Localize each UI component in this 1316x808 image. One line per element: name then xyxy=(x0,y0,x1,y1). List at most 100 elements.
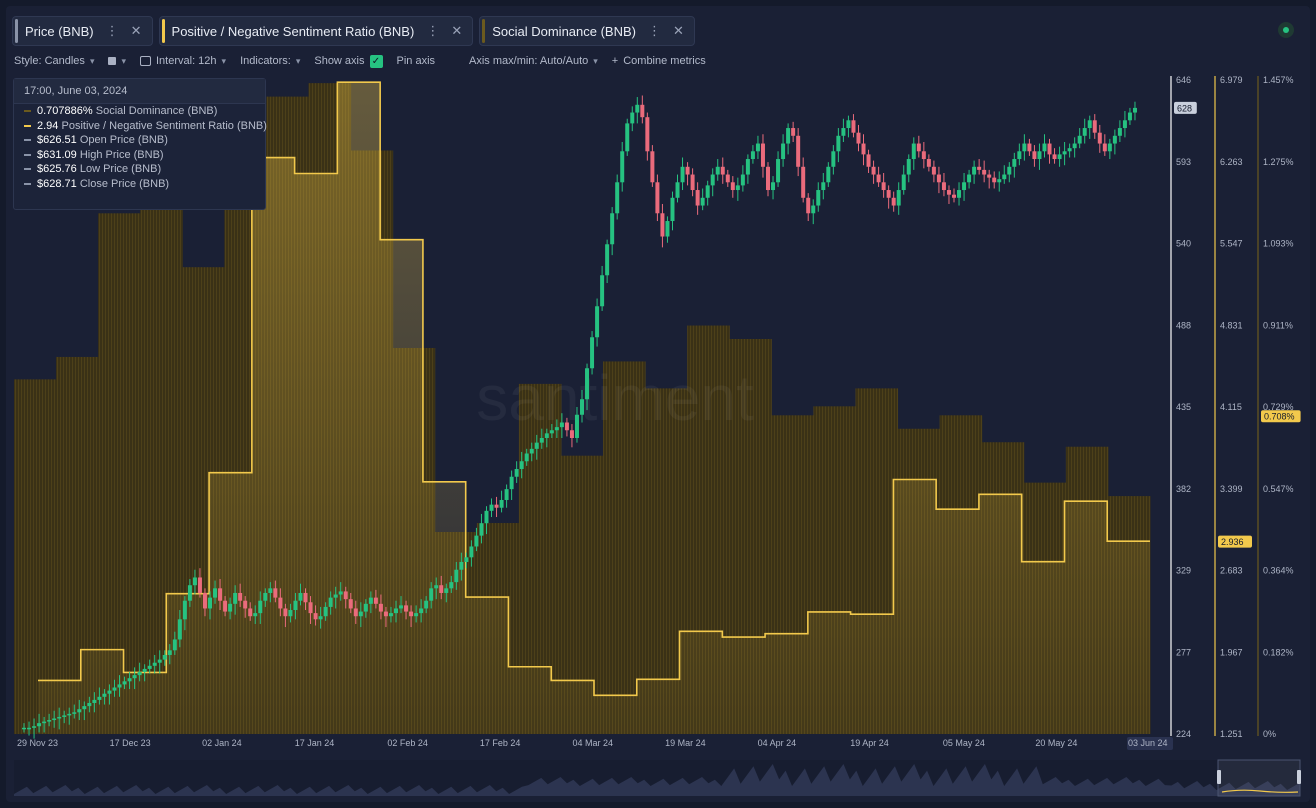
candle-body xyxy=(715,166,720,175)
candle-body xyxy=(1132,107,1137,113)
candle-body xyxy=(202,592,207,609)
combine-label: Combine metrics xyxy=(623,55,706,67)
x-tick-label: 02 Feb 24 xyxy=(387,738,428,748)
tooltip-row: 2.94 Positive / Negative Sentiment Ratio… xyxy=(14,119,267,134)
hover-tooltip: 17:00, June 03, 2024 0.707886% Social Do… xyxy=(13,78,267,210)
candle-body xyxy=(585,368,590,400)
x-tick-label: 29 Nov 23 xyxy=(17,738,58,748)
candle-body xyxy=(866,154,871,167)
navigator-handle-right xyxy=(1297,770,1301,784)
candle-body xyxy=(811,205,816,214)
candle-body xyxy=(177,619,182,640)
candle-body xyxy=(931,166,936,175)
close-icon[interactable]: ✕ xyxy=(451,23,463,38)
candle-body xyxy=(776,159,781,183)
candle-body xyxy=(600,275,605,307)
tab-sentiment[interactable]: Positive / Negative Sentiment Ratio (BNB… xyxy=(158,16,474,46)
style-dropdown[interactable]: Style: Candles ▾ xyxy=(14,55,94,67)
interval-dropdown[interactable]: Interval: 12h ▾ xyxy=(140,55,226,67)
candle-body xyxy=(846,120,851,129)
candle-body xyxy=(464,557,469,562)
close-icon[interactable]: ✕ xyxy=(130,23,142,38)
candle-body xyxy=(373,597,378,604)
candle-body xyxy=(675,182,680,198)
candle-body xyxy=(831,151,836,167)
color-dropdown[interactable]: ▾ xyxy=(108,56,126,67)
candle-body xyxy=(62,715,67,717)
candle-body xyxy=(911,143,916,160)
dominance-tick-label: 1.093% xyxy=(1263,239,1294,249)
candle-body xyxy=(720,166,725,175)
metric-tabs: Price (BNB) ⋮ ✕ Positive / Negative Sent… xyxy=(12,16,695,46)
candle-body xyxy=(338,591,343,595)
candle-body xyxy=(685,166,690,175)
navigator[interactable] xyxy=(14,759,1301,797)
series-marker xyxy=(24,168,31,171)
show-axis-toggle[interactable]: Show axis ✓ xyxy=(314,54,383,68)
candle-body xyxy=(514,468,519,477)
candle-body xyxy=(946,190,951,195)
candle-body xyxy=(997,179,1002,183)
candle-body xyxy=(509,476,514,490)
more-icon[interactable]: ⋮ xyxy=(105,23,119,38)
candle-body xyxy=(454,569,459,583)
candle-body xyxy=(504,489,509,500)
candle-body xyxy=(534,442,539,449)
candle-body xyxy=(660,213,665,237)
combine-metrics-button[interactable]: + Combine metrics xyxy=(612,55,706,67)
tab-social-dominance[interactable]: Social Dominance (BNB) ⋮ ✕ xyxy=(479,16,695,46)
candle-body xyxy=(182,600,187,620)
sentiment-tick-label: 5.547 xyxy=(1220,239,1243,249)
candle-body xyxy=(323,606,328,617)
x-tick-label: 17 Feb 24 xyxy=(480,738,521,748)
candle-body xyxy=(645,117,650,152)
candle-body xyxy=(137,672,142,676)
candle-body xyxy=(569,430,574,438)
pin-axis-toggle[interactable]: Pin axis xyxy=(397,55,436,67)
candle-body xyxy=(122,681,127,685)
tooltip-row: $628.71 Close Price (BNB) xyxy=(14,177,265,192)
candle-body xyxy=(539,437,544,443)
series-marker xyxy=(24,110,31,113)
candle-body xyxy=(630,112,635,124)
candle-body xyxy=(409,611,414,617)
tab-sentiment-label: Positive / Negative Sentiment Ratio (BNB… xyxy=(171,23,415,39)
price-current-tag xyxy=(1174,101,1197,114)
candle-body xyxy=(72,712,77,714)
price-tick-label: 646 xyxy=(1176,75,1191,85)
candle-body xyxy=(615,182,620,214)
candle-body xyxy=(1087,120,1092,129)
candle-body xyxy=(740,174,745,186)
tab-price[interactable]: Price (BNB) ⋮ ✕ xyxy=(12,16,153,46)
candle-body xyxy=(871,166,876,175)
chevron-down-icon: ▾ xyxy=(593,55,598,66)
candle-body xyxy=(102,693,107,697)
indicators-dropdown[interactable]: Indicators: ▾ xyxy=(240,55,300,67)
price-tick-label: 329 xyxy=(1176,566,1191,576)
dominance-tick-label: 0% xyxy=(1263,729,1276,739)
tooltip-row: $625.76 Low Price (BNB) xyxy=(14,162,265,177)
candle-body xyxy=(574,414,579,438)
close-icon[interactable]: ✕ xyxy=(673,23,684,38)
candle-body xyxy=(313,613,318,620)
axis-maxmin-dropdown[interactable]: Axis max/min: Auto/Auto ▾ xyxy=(469,55,598,67)
calendar-icon xyxy=(140,56,151,66)
more-icon[interactable]: ⋮ xyxy=(426,23,440,38)
candle-body xyxy=(298,592,303,601)
x-tick-label: 17 Jan 24 xyxy=(295,738,335,748)
chevron-down-icon: ▾ xyxy=(295,55,301,66)
x-tick-label: 05 May 24 xyxy=(943,738,985,748)
candle-body xyxy=(670,197,675,222)
candle-body xyxy=(1097,132,1102,144)
sentiment-tick-label: 6.263 xyxy=(1220,157,1243,167)
candle-body xyxy=(1052,154,1057,160)
candle-body xyxy=(529,448,534,454)
tooltip-row: $626.51 Open Price (BNB) xyxy=(14,133,265,148)
candle-body xyxy=(1022,143,1027,152)
candle-body xyxy=(625,123,630,152)
more-icon[interactable]: ⋮ xyxy=(648,23,661,38)
candle-body xyxy=(258,600,263,614)
checkbox-checked-icon[interactable]: ✓ xyxy=(369,54,383,68)
dominance-current-label: 0.708% xyxy=(1264,412,1295,422)
candle-body xyxy=(941,182,946,191)
